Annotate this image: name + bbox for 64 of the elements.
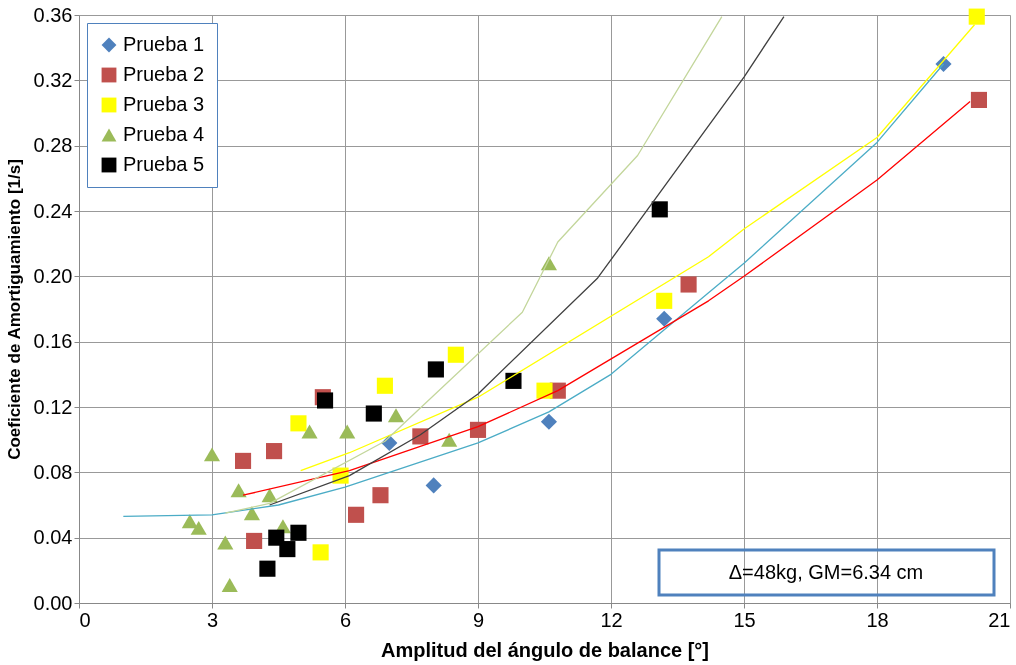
point [656, 292, 673, 309]
point [540, 413, 557, 430]
point [221, 578, 238, 593]
line-series [224, 15, 723, 514]
point [234, 452, 252, 469]
legend-label: Prueba 1 [123, 33, 205, 55]
point [181, 514, 198, 529]
point [339, 424, 356, 439]
y-tick-label: 0.32 [33, 68, 73, 91]
x-tick-label: 3 [206, 608, 219, 631]
point [441, 432, 458, 447]
point [243, 506, 260, 521]
y-tick-label: 0.08 [33, 460, 73, 483]
y-tick-label: 0.16 [33, 330, 73, 353]
point [203, 447, 221, 462]
point [290, 415, 307, 432]
point [217, 535, 234, 550]
y-tick-label: 0.24 [33, 199, 73, 222]
point [312, 544, 329, 561]
point [301, 424, 318, 439]
y-tick-label: 0.36 [33, 3, 73, 26]
point [246, 532, 263, 549]
point [536, 382, 553, 399]
point [376, 377, 393, 394]
point [680, 276, 697, 293]
x-tick-label: 6 [339, 608, 352, 631]
y-tick-label: 0.04 [33, 526, 73, 549]
point [387, 408, 405, 423]
y-tick-label: 0.12 [33, 395, 73, 418]
x-tick-label: 12 [600, 608, 623, 631]
x-tick-label: 18 [866, 608, 889, 631]
x-axis-title: Amplitud del ángulo de balance [°] [380, 638, 710, 661]
annotation: Δ=48kg, GM=6.34 cm [728, 561, 924, 583]
x-tick-label: 15 [733, 608, 756, 631]
y-tick-label: 0.00 [33, 591, 73, 614]
point [651, 201, 668, 218]
point [261, 488, 278, 503]
y-axis-title: Coeficiente de Amortiguamiento [1/s] [4, 159, 24, 460]
x-tick-label: 9 [472, 608, 485, 631]
point [372, 487, 389, 504]
point [365, 405, 382, 422]
point [290, 524, 307, 541]
point [447, 346, 464, 363]
point [968, 8, 985, 25]
point [425, 477, 442, 494]
point [348, 506, 365, 523]
point [266, 443, 283, 460]
point [190, 520, 207, 535]
point [970, 91, 988, 108]
y-tick-label: 0.20 [33, 264, 73, 287]
point [230, 483, 247, 498]
legend-label: Prueba 2 [123, 63, 205, 85]
point [427, 361, 444, 378]
y-tick-label: 0.28 [33, 134, 73, 157]
x-tick-label: 21 [988, 608, 1011, 631]
point [259, 560, 276, 577]
legend-label: Prueba 3 [123, 93, 205, 115]
x-tick-label: 0 [79, 608, 91, 631]
point [656, 310, 673, 327]
legend-label: Prueba 4 [123, 123, 205, 145]
legend-label: Prueba 5 [123, 153, 205, 175]
point [279, 541, 296, 558]
point [469, 421, 487, 438]
point [505, 372, 522, 389]
